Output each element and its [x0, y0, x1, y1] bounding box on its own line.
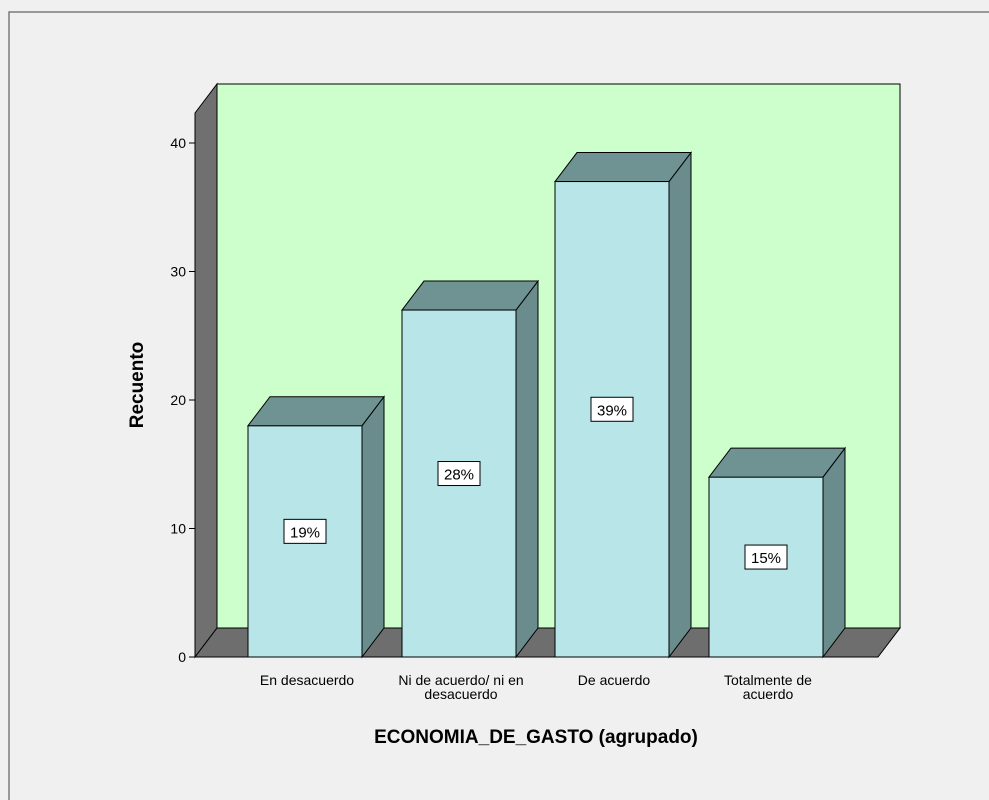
data-label: 28%	[444, 467, 474, 484]
x-tick-label: En desacuerdo	[260, 672, 354, 688]
data-label: 39%	[597, 402, 627, 419]
y-axis-title: Recuento	[127, 342, 148, 429]
bar-side	[668, 151, 692, 659]
data-label-box	[437, 461, 481, 487]
x-tick-label: Totalmente de	[724, 672, 812, 688]
data-label: 19%	[290, 524, 320, 541]
y-tick-label: 10	[170, 521, 186, 537]
plot-left-wall	[194, 82, 218, 659]
data-label-box	[590, 396, 634, 422]
y-tick-label: 30	[170, 264, 186, 280]
y-tick-label: 40	[170, 135, 186, 151]
y-tick-label: 20	[170, 392, 186, 408]
data-label-box	[744, 544, 788, 570]
bar-side	[822, 446, 846, 659]
y-tick-label: 0	[178, 649, 186, 665]
data-label: 15%	[751, 550, 781, 567]
bar-top	[707, 447, 847, 478]
bar-top	[553, 152, 693, 183]
bar-side	[361, 395, 385, 659]
bar-side	[515, 279, 539, 659]
x-tick-label: desacuerdo	[424, 686, 497, 702]
data-label-box	[283, 518, 327, 544]
bar-top	[400, 280, 540, 311]
bar-top	[246, 396, 386, 427]
x-tick-label: acuerdo	[743, 686, 794, 702]
x-tick-label: De acuerdo	[578, 672, 651, 688]
x-tick-label: Ni de acuerdo/ ni en	[398, 672, 523, 688]
x-axis-title: ECONOMIA_DE_GASTO (agrupado)	[374, 727, 698, 748]
